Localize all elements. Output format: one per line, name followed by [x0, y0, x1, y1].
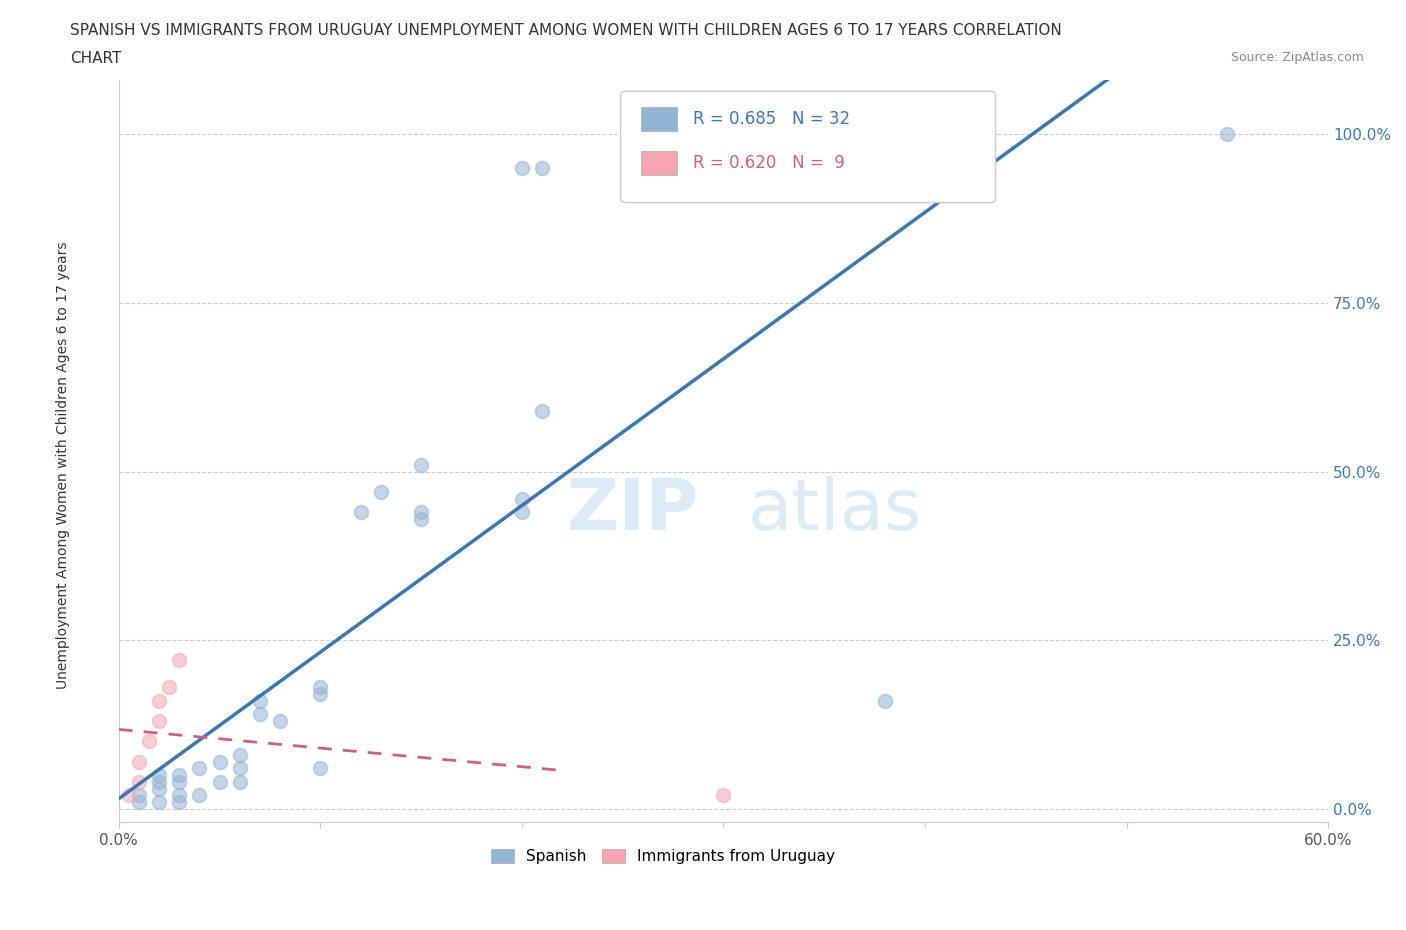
- Point: [148, 795, 170, 810]
- Point: [510, 505, 533, 520]
- Point: [148, 775, 170, 790]
- Point: [128, 754, 150, 769]
- Point: [128, 795, 150, 810]
- Point: [409, 505, 432, 520]
- Text: SPANISH VS IMMIGRANTS FROM URUGUAY UNEMPLOYMENT AMONG WOMEN WITH CHILDREN AGES 6: SPANISH VS IMMIGRANTS FROM URUGUAY UNEMP…: [70, 23, 1062, 38]
- Point: [188, 761, 211, 776]
- Point: [834, 147, 856, 162]
- Text: R = 0.685   N = 32: R = 0.685 N = 32: [693, 110, 851, 127]
- Point: [349, 505, 371, 520]
- Point: [148, 713, 170, 728]
- Text: Unemployment Among Women with Children Ages 6 to 17 years: Unemployment Among Women with Children A…: [56, 241, 70, 689]
- Point: [531, 160, 554, 175]
- Point: [713, 788, 735, 803]
- Point: [208, 754, 231, 769]
- Point: [128, 788, 150, 803]
- Point: [148, 768, 170, 783]
- Point: [228, 775, 250, 790]
- Point: [510, 160, 533, 175]
- FancyBboxPatch shape: [641, 107, 678, 130]
- Point: [269, 713, 291, 728]
- FancyBboxPatch shape: [641, 152, 678, 175]
- Point: [249, 707, 271, 722]
- Point: [167, 788, 190, 803]
- Point: [531, 404, 554, 418]
- Point: [138, 734, 160, 749]
- FancyBboxPatch shape: [620, 91, 995, 203]
- Point: [188, 788, 211, 803]
- Point: [834, 147, 856, 162]
- Text: atlas: atlas: [748, 476, 922, 545]
- Text: R = 0.620   N =  9: R = 0.620 N = 9: [693, 154, 845, 172]
- Point: [167, 768, 190, 783]
- Point: [148, 694, 170, 709]
- Text: CHART: CHART: [70, 51, 122, 66]
- Point: [148, 781, 170, 796]
- Point: [249, 694, 271, 709]
- Point: [208, 775, 231, 790]
- Legend: Spanish, Immigrants from Uruguay: Spanish, Immigrants from Uruguay: [485, 843, 841, 870]
- Point: [309, 761, 332, 776]
- Point: [873, 694, 896, 709]
- Point: [167, 653, 190, 668]
- Point: [409, 512, 432, 526]
- Text: Source: ZipAtlas.com: Source: ZipAtlas.com: [1230, 51, 1364, 64]
- Point: [309, 686, 332, 701]
- Point: [510, 491, 533, 506]
- Point: [370, 485, 392, 499]
- Point: [118, 788, 141, 803]
- Point: [228, 761, 250, 776]
- Point: [1216, 126, 1239, 141]
- Point: [167, 795, 190, 810]
- Point: [309, 680, 332, 695]
- Point: [157, 680, 180, 695]
- Point: [228, 748, 250, 763]
- Point: [409, 458, 432, 472]
- Text: ZIP: ZIP: [567, 476, 699, 545]
- Point: [128, 775, 150, 790]
- Point: [167, 775, 190, 790]
